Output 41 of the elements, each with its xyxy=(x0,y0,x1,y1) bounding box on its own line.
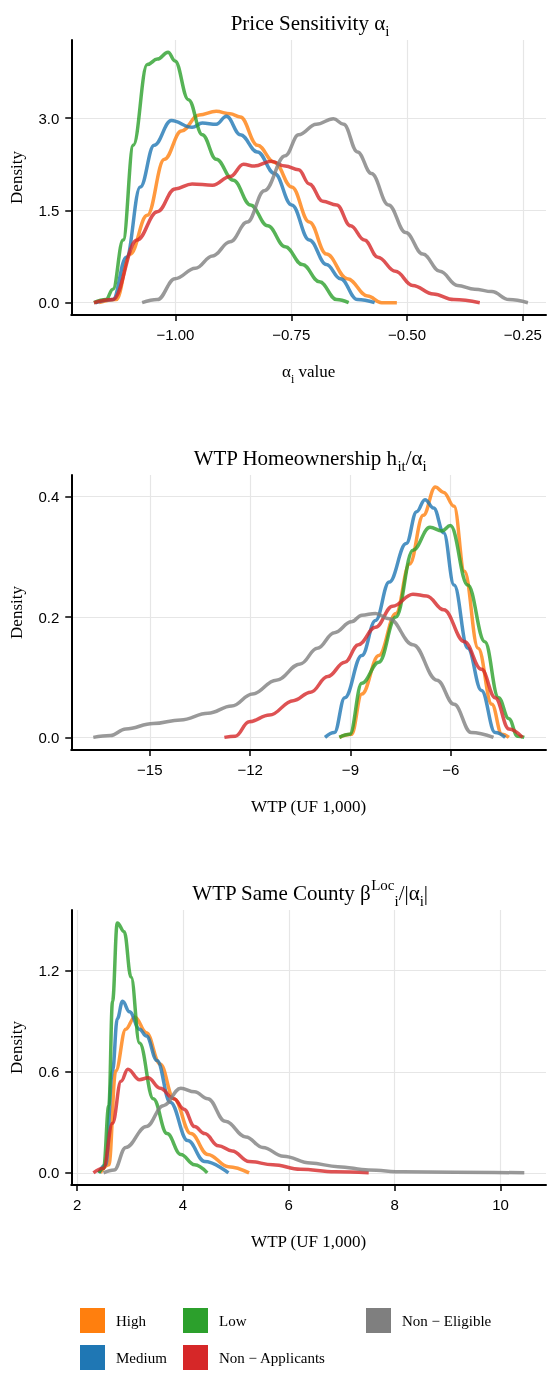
x-tick-label: −0.50 xyxy=(388,326,427,343)
line-series xyxy=(337,523,527,740)
y-axis-title: Density xyxy=(7,150,26,204)
line-series xyxy=(91,1067,371,1175)
legend-label: Low xyxy=(219,1312,247,1329)
x-tick-label: −9 xyxy=(341,761,359,778)
y-axis-title: Density xyxy=(7,1020,26,1074)
x-axis-title: WTP (UF 1,000) xyxy=(251,1232,367,1252)
y-tick-label: 0.0 xyxy=(38,728,60,746)
line-series xyxy=(91,611,496,740)
x-tick-label: −15 xyxy=(137,761,163,778)
y-tick-label: 0.0 xyxy=(38,294,60,312)
line-series xyxy=(97,921,210,1175)
line-series xyxy=(101,1086,527,1175)
y-axis-title: Density xyxy=(7,585,26,639)
x-tick-label: −0.75 xyxy=(272,326,311,343)
x-tick-label: 6 xyxy=(284,1196,293,1213)
x-tick-label: −1.00 xyxy=(156,326,195,343)
legend-label: Medium xyxy=(116,1349,168,1366)
y-tick-label: 0.2 xyxy=(38,608,60,626)
x-tick-label: 4 xyxy=(178,1196,188,1213)
y-tick-label: 0.6 xyxy=(38,1063,60,1081)
x-tick-label: −0.25 xyxy=(503,326,542,343)
line-series xyxy=(222,592,525,740)
x-tick-label: −12 xyxy=(237,761,263,778)
x-tick-label: 10 xyxy=(492,1196,509,1213)
legend-label: Non − Applicants xyxy=(219,1349,326,1366)
line-series xyxy=(92,159,482,305)
line-series xyxy=(92,50,351,305)
x-tick-label: −6 xyxy=(442,761,460,778)
legend-label: High xyxy=(116,1312,147,1329)
x-tick-label: 2 xyxy=(72,1196,82,1213)
y-tick-label: 0.4 xyxy=(38,488,60,506)
y-tick-label: 1.5 xyxy=(38,201,60,219)
y-tick-label: 0.0 xyxy=(38,1164,60,1182)
line-series xyxy=(140,117,530,305)
x-tick-label: 8 xyxy=(390,1196,399,1213)
y-tick-label: 1.2 xyxy=(38,962,60,980)
x-axis-title: WTP (UF 1,000) xyxy=(251,797,367,817)
y-tick-label: 3.0 xyxy=(38,109,60,127)
legend-label: Non − Eligible xyxy=(402,1312,492,1329)
